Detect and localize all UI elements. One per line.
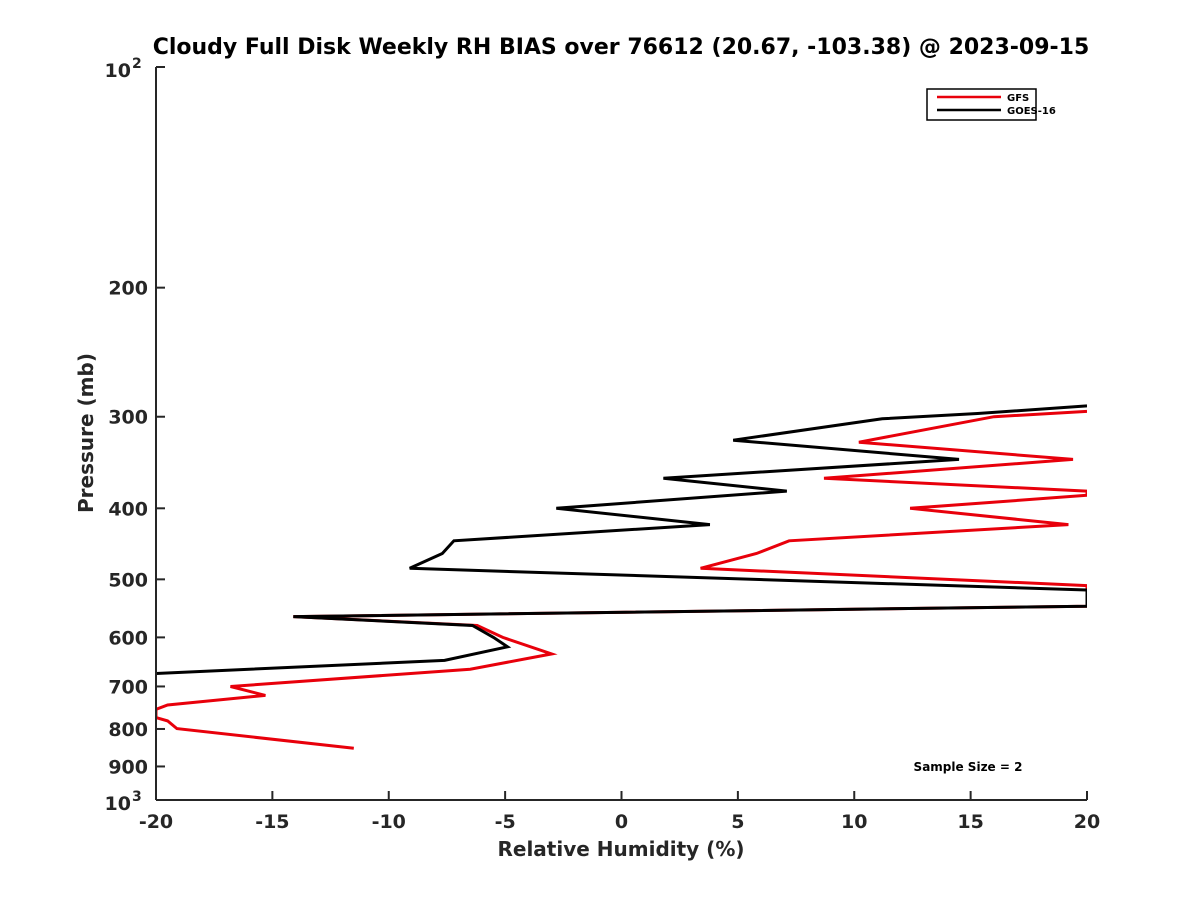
plot-lines bbox=[156, 404, 1087, 750]
x-tick-label: -15 bbox=[255, 811, 289, 833]
series-line-gfs bbox=[156, 409, 1087, 750]
x-tick-label: 10 bbox=[841, 811, 867, 833]
sample-size-annotation: Sample Size = 2 bbox=[914, 760, 1023, 774]
y-tick-label: 500 bbox=[108, 569, 148, 591]
y-tick-label: 400 bbox=[108, 498, 148, 520]
x-tick-label: 20 bbox=[1074, 811, 1100, 833]
x-ticks: -20 -15 -10 -5 0 5 10 15 20 bbox=[139, 791, 1100, 833]
y-tick-label: 900 bbox=[108, 756, 148, 778]
legend-box bbox=[926, 88, 1037, 121]
y-tick-label: 300 bbox=[108, 407, 148, 429]
legend-label-gfs: GFS bbox=[1007, 93, 1029, 104]
y-tick-label: 700 bbox=[108, 676, 148, 698]
y-tick-label: 600 bbox=[108, 627, 148, 649]
y-tick-label: 800 bbox=[108, 719, 148, 741]
series-line-goes-16 bbox=[156, 404, 1087, 675]
y-tick-label-power: 10 bbox=[105, 793, 131, 815]
x-tick-label: -20 bbox=[139, 811, 173, 833]
x-tick-label: -5 bbox=[495, 811, 516, 833]
legend-label-goes-16: GOES-16 bbox=[1007, 106, 1056, 117]
y-axis-label: Pressure (mb) bbox=[74, 353, 98, 513]
y-tick-label-exponent: 3 bbox=[132, 789, 142, 805]
legend: GFS GOES-16 bbox=[926, 88, 1056, 121]
y-tick-label-exponent: 2 bbox=[132, 56, 142, 72]
x-tick-label: 15 bbox=[957, 811, 983, 833]
chart-title: Cloudy Full Disk Weekly RH BIAS over 766… bbox=[153, 35, 1090, 60]
x-tick-label: -10 bbox=[372, 811, 406, 833]
x-tick-label: 0 bbox=[615, 811, 628, 833]
x-tick-label: 5 bbox=[731, 811, 744, 833]
y-tick-label: 200 bbox=[108, 278, 148, 300]
y-tick-label-power: 10 bbox=[105, 60, 131, 82]
x-axis-label: Relative Humidity (%) bbox=[497, 837, 744, 861]
